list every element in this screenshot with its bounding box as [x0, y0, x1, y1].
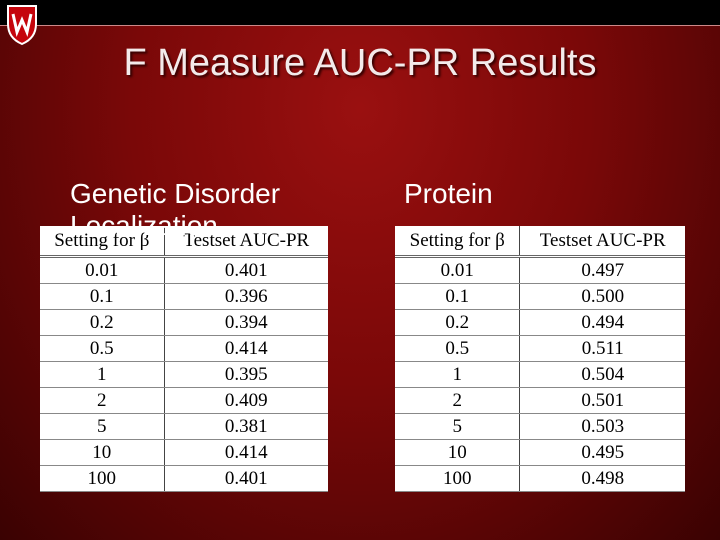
- table-cell: 0.414: [164, 439, 328, 466]
- table-cell: 0.2: [395, 309, 521, 336]
- column-header: Testset AUC-PR: [519, 226, 685, 258]
- table-row: 1 0.395: [40, 361, 328, 388]
- table-cell: 0.498: [519, 465, 685, 492]
- column-header: Setting for β: [40, 226, 165, 258]
- table-row: 10 0.495: [395, 439, 685, 466]
- table-cell: 0.5: [395, 335, 521, 362]
- table-row: 0.1 0.396: [40, 283, 328, 310]
- table-cell: 0.401: [164, 256, 328, 284]
- table-cell: 0.500: [519, 283, 685, 310]
- table-row: 100 0.401: [40, 465, 328, 492]
- top-bar: [0, 0, 720, 26]
- table-cell: 10: [40, 439, 165, 466]
- results-table: Setting for β Testset AUC-PR 0.01 0.401 0.1 0…: [40, 226, 328, 492]
- table-cell: 100: [40, 465, 165, 492]
- table-cell: 5: [395, 413, 521, 440]
- table-row: 2 0.409: [40, 387, 328, 414]
- table-cell: 0.1: [395, 283, 521, 310]
- table-row: 5 0.503: [395, 413, 685, 440]
- title: F Measure AUC-PR Results: [123, 42, 597, 84]
- table-cell: 0.511: [519, 335, 685, 362]
- column-header: Setting for β: [395, 226, 521, 258]
- table-row: 0.2 0.394: [40, 309, 328, 336]
- table-row: 0.2 0.494: [395, 309, 685, 336]
- table-cell: 0.401: [164, 465, 328, 492]
- table-cell: 0.409: [164, 387, 328, 414]
- table-row: 0.5 0.511: [395, 335, 685, 362]
- table-row: 2 0.501: [395, 387, 685, 414]
- table-cell: 0.494: [519, 309, 685, 336]
- table-cell: 0.497: [519, 256, 685, 284]
- table-cell: 5: [40, 413, 165, 440]
- table-cell: 0.501: [519, 387, 685, 414]
- table-row: 5 0.381: [40, 413, 328, 440]
- table-cell: 10: [395, 439, 521, 466]
- table-cell: 1: [395, 361, 521, 388]
- table-row: 0.5 0.414: [40, 335, 328, 362]
- table-row: 100 0.498: [395, 465, 685, 492]
- table-cell: 0.414: [164, 335, 328, 362]
- header-row: Setting for β Testset AUC-PR: [395, 226, 685, 258]
- table-cell: 0.394: [164, 309, 328, 336]
- table-row: 0.1 0.500: [395, 283, 685, 310]
- table-cell: 0.503: [519, 413, 685, 440]
- table-row: 1 0.504: [395, 361, 685, 388]
- table-row: 10 0.414: [40, 439, 328, 466]
- table-cell: 0.504: [519, 361, 685, 388]
- table-cell: 2: [40, 387, 165, 414]
- table-cell: 0.2: [40, 309, 165, 336]
- table-cell: 0.01: [40, 256, 165, 284]
- table-cell: 100: [395, 465, 521, 492]
- column-header: Testset AUC-PR: [164, 226, 328, 258]
- table-cell: 2: [395, 387, 521, 414]
- table-cell: 1: [40, 361, 165, 388]
- table-cell: 0.5: [40, 335, 165, 362]
- header-row: Setting for β Testset AUC-PR: [40, 226, 328, 258]
- table-cell: 0.495: [519, 439, 685, 466]
- section-heading: Protein: [404, 178, 493, 209]
- section-heading: Genetic Disorder Localization: [70, 178, 281, 241]
- logo: [7, 5, 37, 46]
- table-cell: 0.396: [164, 283, 328, 310]
- table-cell: 0.1: [40, 283, 165, 310]
- table-row: 0.01 0.401: [40, 256, 328, 284]
- table-cell: 0.01: [395, 256, 521, 284]
- table-cell: 0.395: [164, 361, 328, 388]
- table-row: 0.01 0.497: [395, 256, 685, 284]
- table-cell: 0.381: [164, 413, 328, 440]
- results-table: Setting for β Testset AUC-PR 0.01 0.497 0.1 0…: [395, 226, 685, 492]
